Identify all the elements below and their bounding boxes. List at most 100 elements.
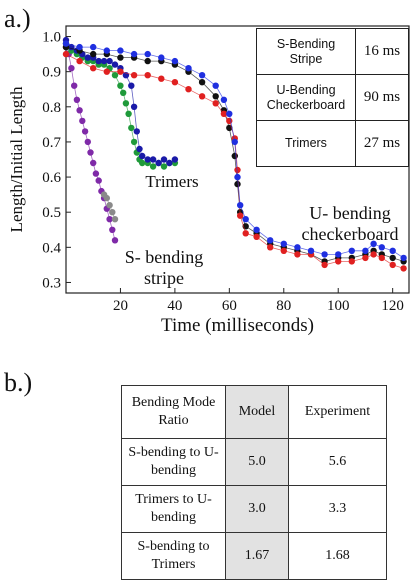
- table-row: Trimers 27 ms: [256, 120, 409, 167]
- data-point: [122, 100, 130, 107]
- data-point: [73, 96, 81, 104]
- data-point: [106, 216, 113, 223]
- data-point: [370, 251, 377, 258]
- data-point: [378, 244, 385, 251]
- chart-annotation: Trimers: [145, 172, 198, 191]
- data-point: [90, 50, 97, 58]
- data-point: [84, 138, 92, 146]
- mode-time: 27 ms: [355, 120, 409, 167]
- relaxation-time-table: S-Bending Stripe 16 ms U-Bending Checker…: [256, 28, 409, 167]
- chart-annotation: S- bending stripe: [125, 247, 204, 288]
- data-point: [100, 57, 108, 65]
- data-point: [234, 180, 241, 188]
- data-point: [335, 258, 342, 265]
- length-ratio-chart: 20 40 60 80 100 120 0.3 0.4 0.5 0.6 0.7 0.8 0.9 1.0 T…: [7, 25, 410, 336]
- data-point: [212, 100, 219, 107]
- data-point: [237, 212, 244, 219]
- bending-ratio-table: Bending Mode Ratio Model Experiment S-be…: [121, 385, 387, 580]
- data-point: [90, 159, 97, 167]
- data-point: [166, 159, 173, 167]
- table-header-row: Bending Mode Ratio Model Experiment: [121, 385, 387, 439]
- data-point: [389, 247, 396, 254]
- data-point: [348, 258, 355, 265]
- mode-name: Trimers: [256, 120, 356, 167]
- table-row: S-bending to Trimers 1.67 1.68: [121, 532, 387, 580]
- data-point: [237, 202, 244, 209]
- data-point: [158, 75, 165, 82]
- data-point: [280, 240, 287, 247]
- data-point: [76, 57, 83, 65]
- chart-annotation: U- bending checkerboard: [302, 203, 399, 244]
- data-point: [130, 103, 138, 111]
- data-point: [117, 54, 124, 61]
- data-point: [160, 163, 168, 170]
- data-point: [198, 72, 206, 79]
- data-point: [92, 170, 100, 177]
- data-point: [111, 216, 119, 223]
- mode-time: 16 ms: [355, 28, 409, 75]
- column-header: Model: [225, 385, 289, 439]
- mode-name: S-Bending Stripe: [256, 28, 356, 75]
- data-point: [242, 216, 249, 223]
- data-point: [294, 244, 301, 251]
- data-point: [125, 110, 132, 118]
- data-point: [160, 156, 168, 163]
- data-point: [171, 156, 179, 163]
- data-point: [220, 110, 228, 118]
- data-point: [234, 166, 241, 174]
- data-point: [212, 82, 219, 89]
- data-point: [362, 247, 369, 254]
- data-point: [267, 244, 274, 251]
- data-point: [389, 254, 396, 262]
- data-point: [90, 65, 97, 72]
- data-point: [149, 156, 157, 163]
- data-point: [267, 237, 274, 244]
- data-point: [253, 233, 260, 240]
- data-point: [111, 72, 119, 79]
- mode-name: U-Bending Checkerboard: [256, 74, 356, 121]
- y-tick-label: 0.9: [42, 65, 61, 81]
- data-point: [62, 50, 70, 58]
- data-point: [226, 117, 233, 125]
- data-point: [139, 152, 146, 160]
- y-tick-label: 0.7: [42, 135, 61, 151]
- data-point: [321, 261, 328, 269]
- model-value: 3.0: [225, 485, 289, 533]
- data-point: [370, 240, 377, 247]
- y-tick-label: 0.3: [42, 275, 61, 291]
- plot-frame: [65, 25, 410, 294]
- data-point: [95, 177, 102, 184]
- table-row: Trimers to U-bending 3.0 3.3: [121, 485, 387, 533]
- data-point: [234, 173, 241, 181]
- ratio-label: S-bending to Trimers: [121, 532, 226, 580]
- ratio-label: Trimers to U-bending: [121, 485, 226, 533]
- data-point: [307, 247, 315, 254]
- data-point: [76, 43, 83, 51]
- panel-a-label: a.): [4, 4, 31, 33]
- data-point: [171, 57, 179, 65]
- data-point: [389, 261, 396, 269]
- data-point: [95, 57, 102, 65]
- x-tick-label: 100: [327, 298, 350, 314]
- x-tick-label: 20: [113, 298, 128, 314]
- data-point: [117, 82, 124, 89]
- x-axis-label: Time (milliseconds): [161, 315, 314, 336]
- data-point: [198, 79, 206, 86]
- data-point: [212, 93, 219, 100]
- data-point: [158, 54, 165, 61]
- data-point: [231, 138, 238, 146]
- data-point: [231, 152, 238, 160]
- data-point: [81, 128, 89, 135]
- data-point: [220, 96, 228, 104]
- data-point: [144, 57, 151, 65]
- data-point: [111, 237, 119, 244]
- panel-b-label: b.): [4, 368, 33, 397]
- column-header: Bending Mode Ratio: [121, 385, 226, 439]
- data-point: [253, 226, 260, 233]
- data-point: [321, 251, 328, 258]
- data-point: [128, 82, 135, 89]
- data-point: [128, 124, 135, 132]
- experiment-value: 5.6: [288, 438, 387, 486]
- data-point: [87, 149, 94, 156]
- model-value: 1.67: [225, 532, 289, 580]
